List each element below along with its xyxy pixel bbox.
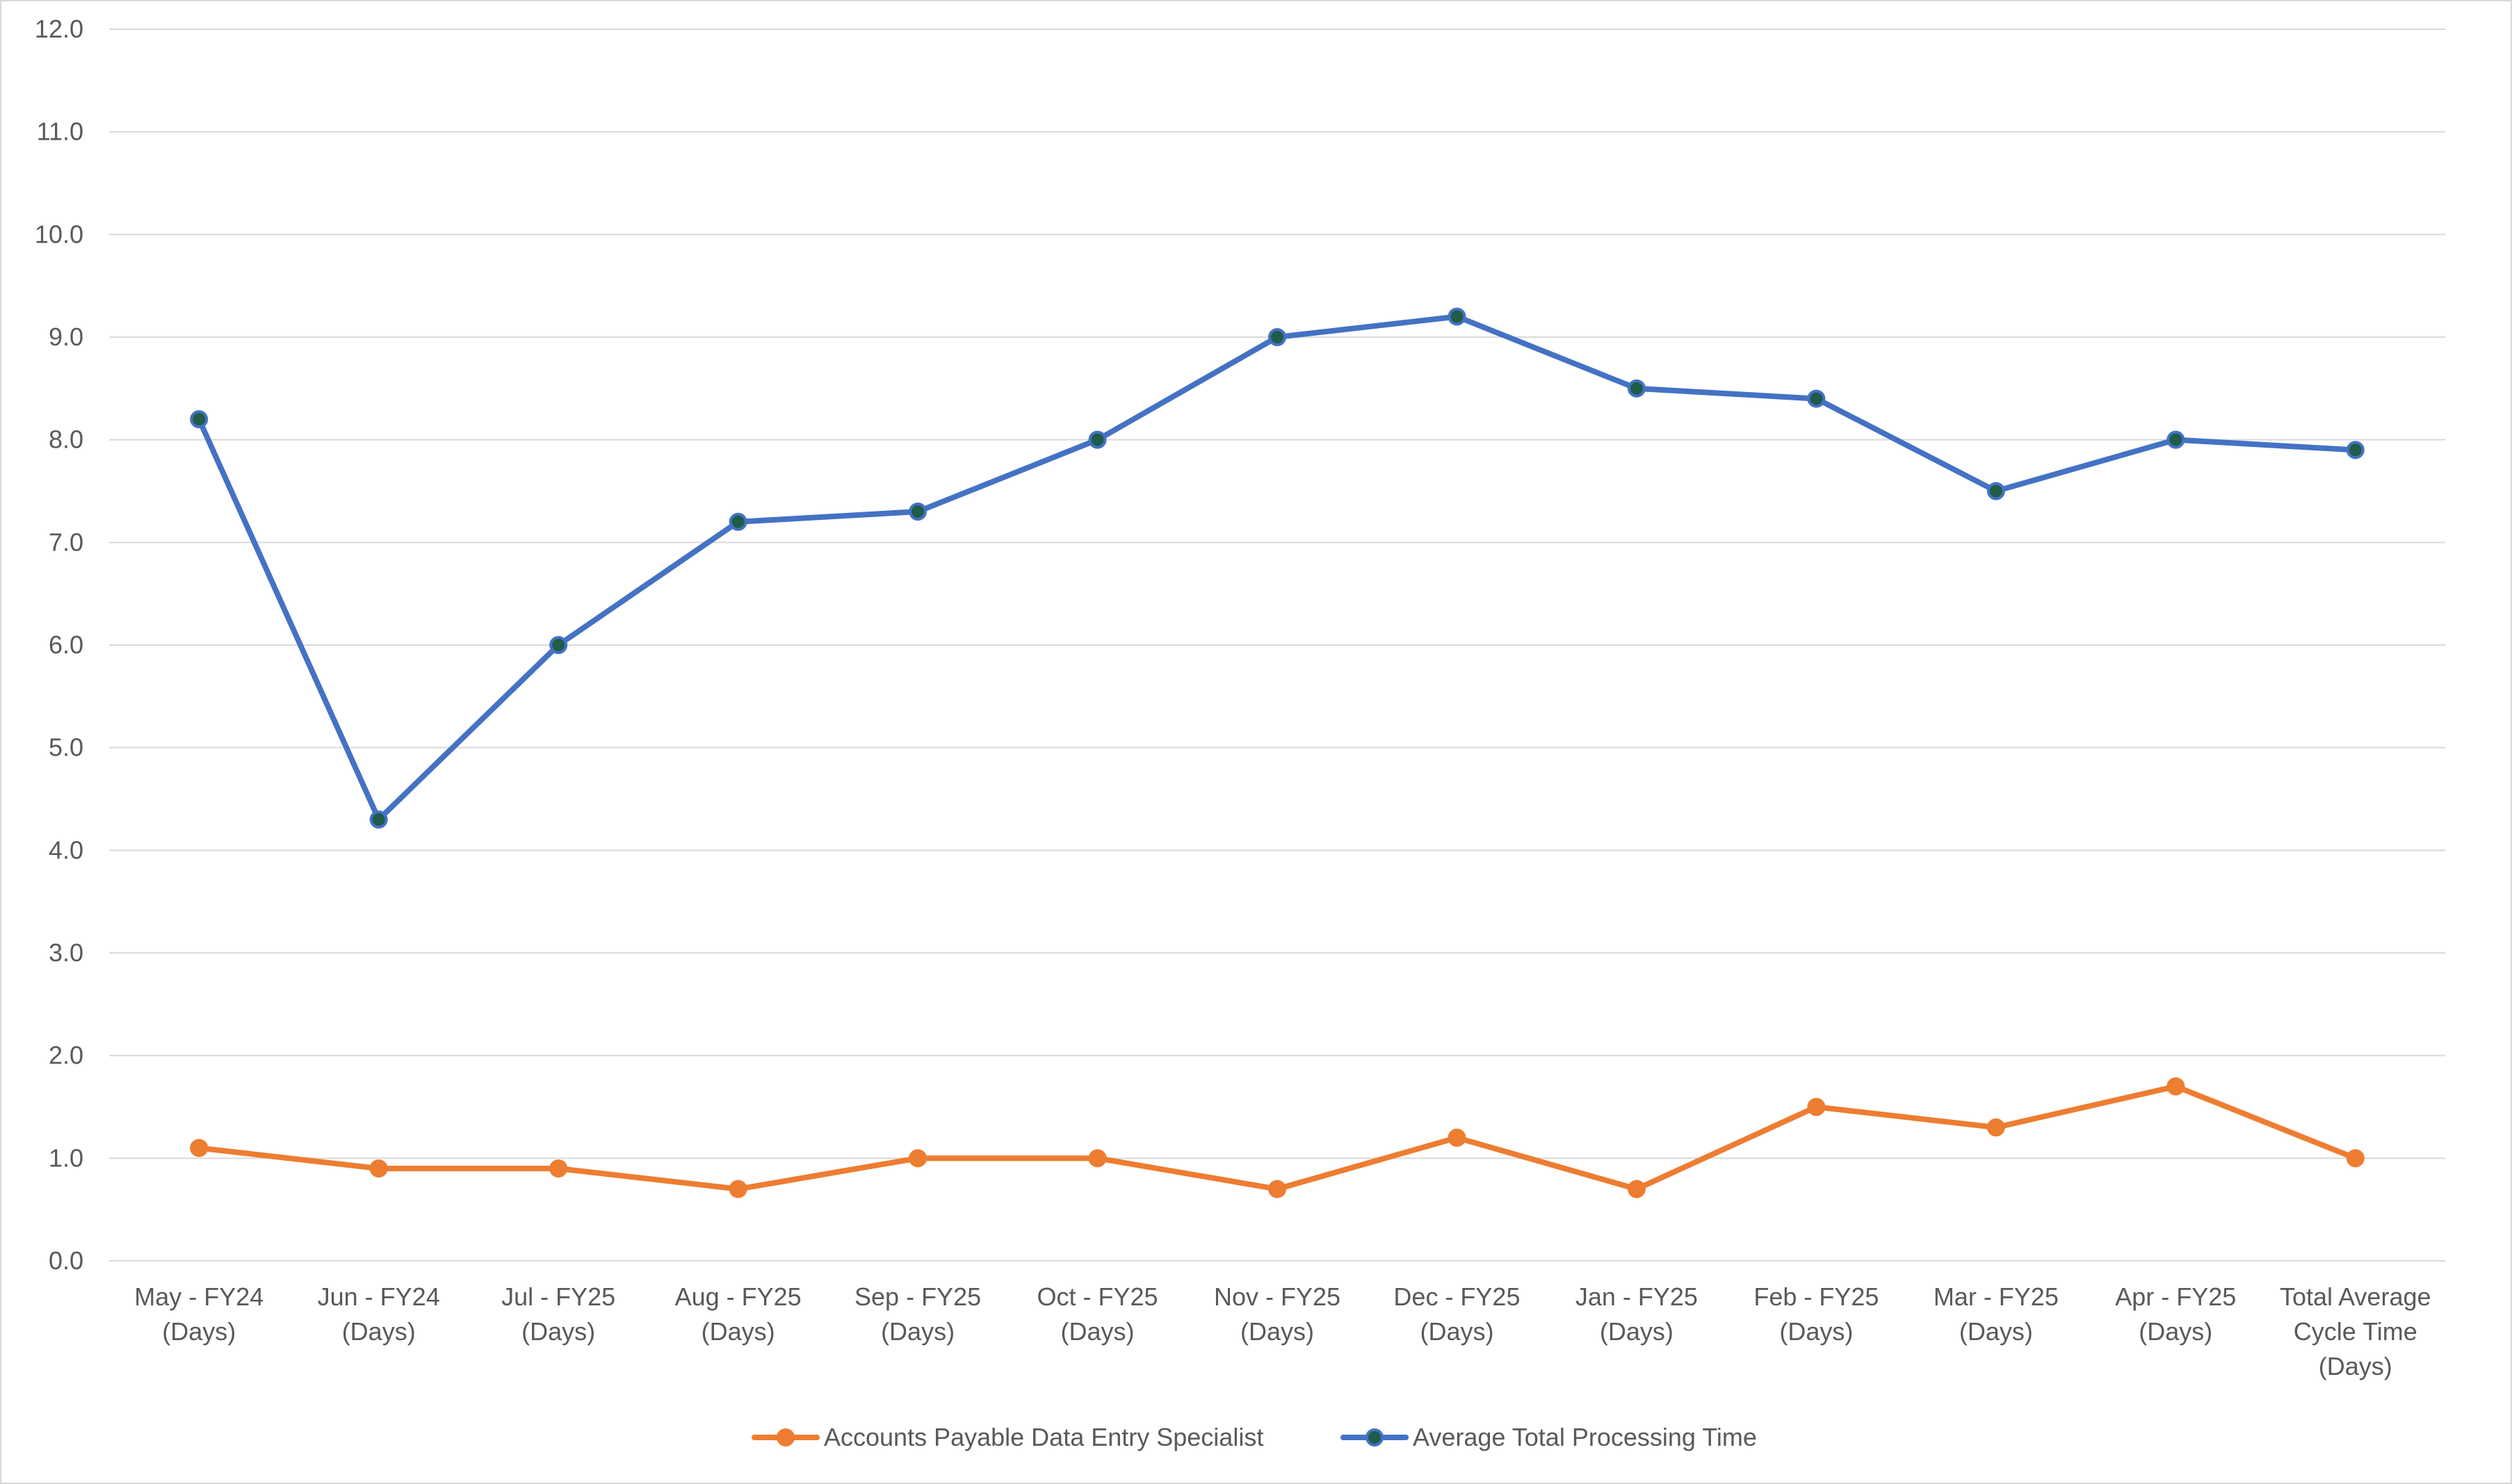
y-tick-label: 3.0	[49, 938, 83, 967]
data-point	[1986, 482, 2005, 500]
data-point	[369, 1159, 388, 1178]
y-tick-label: 5.0	[49, 733, 83, 762]
x-tick-label: Feb - FY25 (Days)	[1753, 1282, 1879, 1346]
data-point	[1627, 1180, 1646, 1198]
y-tick-label: 0.0	[49, 1246, 83, 1275]
data-point	[1448, 307, 1466, 326]
x-tick-label-line: Jul - FY25	[501, 1282, 615, 1311]
x-tick-label: Jul - FY25 (Days)	[501, 1282, 615, 1346]
series-0	[190, 1077, 2365, 1198]
legend-label: Accounts Payable Data Entry Specialist	[824, 1423, 1263, 1451]
x-tick-label-line: Jun - FY24	[318, 1282, 440, 1311]
x-tick-label: Total Average Cycle Time (Days)	[2280, 1282, 2431, 1380]
x-tick-label-line: Aug - FY25	[675, 1282, 802, 1311]
gridlines	[109, 28, 2445, 1262]
y-tick-label: 12.0	[35, 15, 83, 43]
x-tick-label-line: May - FY24	[134, 1282, 264, 1311]
data-point	[909, 503, 927, 521]
data-point	[729, 512, 747, 531]
data-point	[1986, 1118, 2005, 1137]
x-tick-label-line: Cycle Time	[2294, 1317, 2417, 1346]
y-tick-label: 7.0	[49, 528, 83, 556]
x-tick-label-line: (Days)	[1061, 1317, 1135, 1346]
data-point	[1448, 1128, 1466, 1147]
data-point	[2166, 430, 2185, 449]
y-tick-label: 10.0	[35, 220, 83, 248]
x-tick-label-line: (Days)	[1959, 1317, 2033, 1346]
x-tick-label-line: Mar - FY25	[1934, 1282, 2059, 1311]
data-point	[1088, 1149, 1107, 1168]
legend: Accounts Payable Data Entry Specialist Av…	[752, 1423, 1757, 1451]
x-tick-label-line: Dec - FY25	[1393, 1282, 1520, 1311]
x-tick-label: Nov - FY25 (Days)	[1214, 1282, 1340, 1346]
x-tick-label-line: Jan - FY25	[1575, 1282, 1698, 1311]
data-point	[2346, 1149, 2365, 1168]
x-tick-label-line: (Days)	[2139, 1317, 2212, 1346]
x-tick-label-line: (Days)	[1600, 1317, 1674, 1346]
data-point	[2166, 1077, 2185, 1095]
data-point	[1088, 430, 1107, 449]
data-point	[1268, 328, 1286, 346]
x-tick-label: Mar - FY25 (Days)	[1934, 1282, 2059, 1346]
x-tick-label: Dec - FY25 (Days)	[1393, 1282, 1520, 1346]
legend-swatch-marker	[1366, 1428, 1384, 1446]
x-tick-label-line: (Days)	[1779, 1317, 1853, 1346]
data-point	[549, 636, 568, 654]
data-point	[1807, 1098, 1826, 1116]
y-tick-label: 1.0	[49, 1143, 83, 1172]
y-tick-label: 2.0	[49, 1041, 83, 1070]
y-tick-label: 6.0	[49, 630, 83, 659]
x-tick-label: May - FY24 (Days)	[134, 1282, 264, 1346]
x-tick-label-line: Apr - FY25	[2115, 1282, 2236, 1311]
y-axis-ticks: 0.0 1.0 2.0 3.0 4.0 5.0 6.0 7.0 8.0 9.0 10.0 11.0 12…	[35, 15, 83, 1275]
y-tick-label: 8.0	[49, 425, 83, 454]
x-tick-label: Aug - FY25 (Days)	[675, 1282, 802, 1346]
x-tick-label: Sep - FY25 (Days)	[854, 1282, 981, 1346]
x-tick-label: Oct - FY25 (Days)	[1037, 1282, 1158, 1346]
data-point	[190, 410, 209, 429]
y-tick-label: 4.0	[49, 835, 83, 864]
x-axis-ticks: May - FY24 (Days)Jun - FY24 (Days)Jul - FY…	[134, 1282, 2431, 1380]
x-tick-label-line: (Days)	[162, 1317, 236, 1346]
y-tick-label: 11.0	[37, 117, 83, 146]
data-point	[549, 1159, 568, 1178]
legend-label: Average Total Processing Time	[1413, 1423, 1757, 1451]
x-tick-label-line: (Days)	[521, 1317, 595, 1346]
legend-item: Average Total Processing Time	[1340, 1423, 1757, 1451]
x-tick-label-line: (Days)	[2319, 1352, 2392, 1380]
x-tick-label-line: Nov - FY25	[1214, 1282, 1340, 1311]
series-layer	[190, 307, 2365, 1198]
x-tick-label-line: Feb - FY25	[1753, 1282, 1879, 1311]
data-point	[1807, 389, 1826, 408]
data-point	[909, 1149, 927, 1168]
legend-swatch-marker	[777, 1428, 795, 1446]
x-tick-label-line: (Days)	[1240, 1317, 1314, 1346]
x-tick-label-line: Oct - FY25	[1037, 1282, 1158, 1311]
data-point	[1627, 379, 1646, 398]
series-1	[190, 307, 2365, 829]
legend-item: Accounts Payable Data Entry Specialist	[752, 1423, 1263, 1451]
data-point	[190, 1139, 209, 1157]
x-tick-label-line: (Days)	[342, 1317, 416, 1346]
x-tick-label-line: (Days)	[881, 1317, 955, 1346]
data-point	[2346, 441, 2365, 459]
x-tick-label-line: Total Average	[2280, 1282, 2431, 1311]
data-point	[369, 810, 388, 829]
x-tick-label: Apr - FY25 (Days)	[2115, 1282, 2236, 1346]
x-tick-label-line: (Days)	[702, 1317, 775, 1346]
x-tick-label: Jan - FY25 (Days)	[1575, 1282, 1698, 1346]
y-tick-label: 9.0	[49, 323, 83, 351]
data-point	[729, 1180, 747, 1198]
x-tick-label-line: (Days)	[1420, 1317, 1493, 1346]
x-tick-label-line: Sep - FY25	[854, 1282, 981, 1311]
data-point	[1268, 1180, 1286, 1198]
series-line	[196, 313, 2358, 823]
series-line	[196, 1083, 2358, 1192]
x-tick-label: Jun - FY24 (Days)	[318, 1282, 440, 1346]
